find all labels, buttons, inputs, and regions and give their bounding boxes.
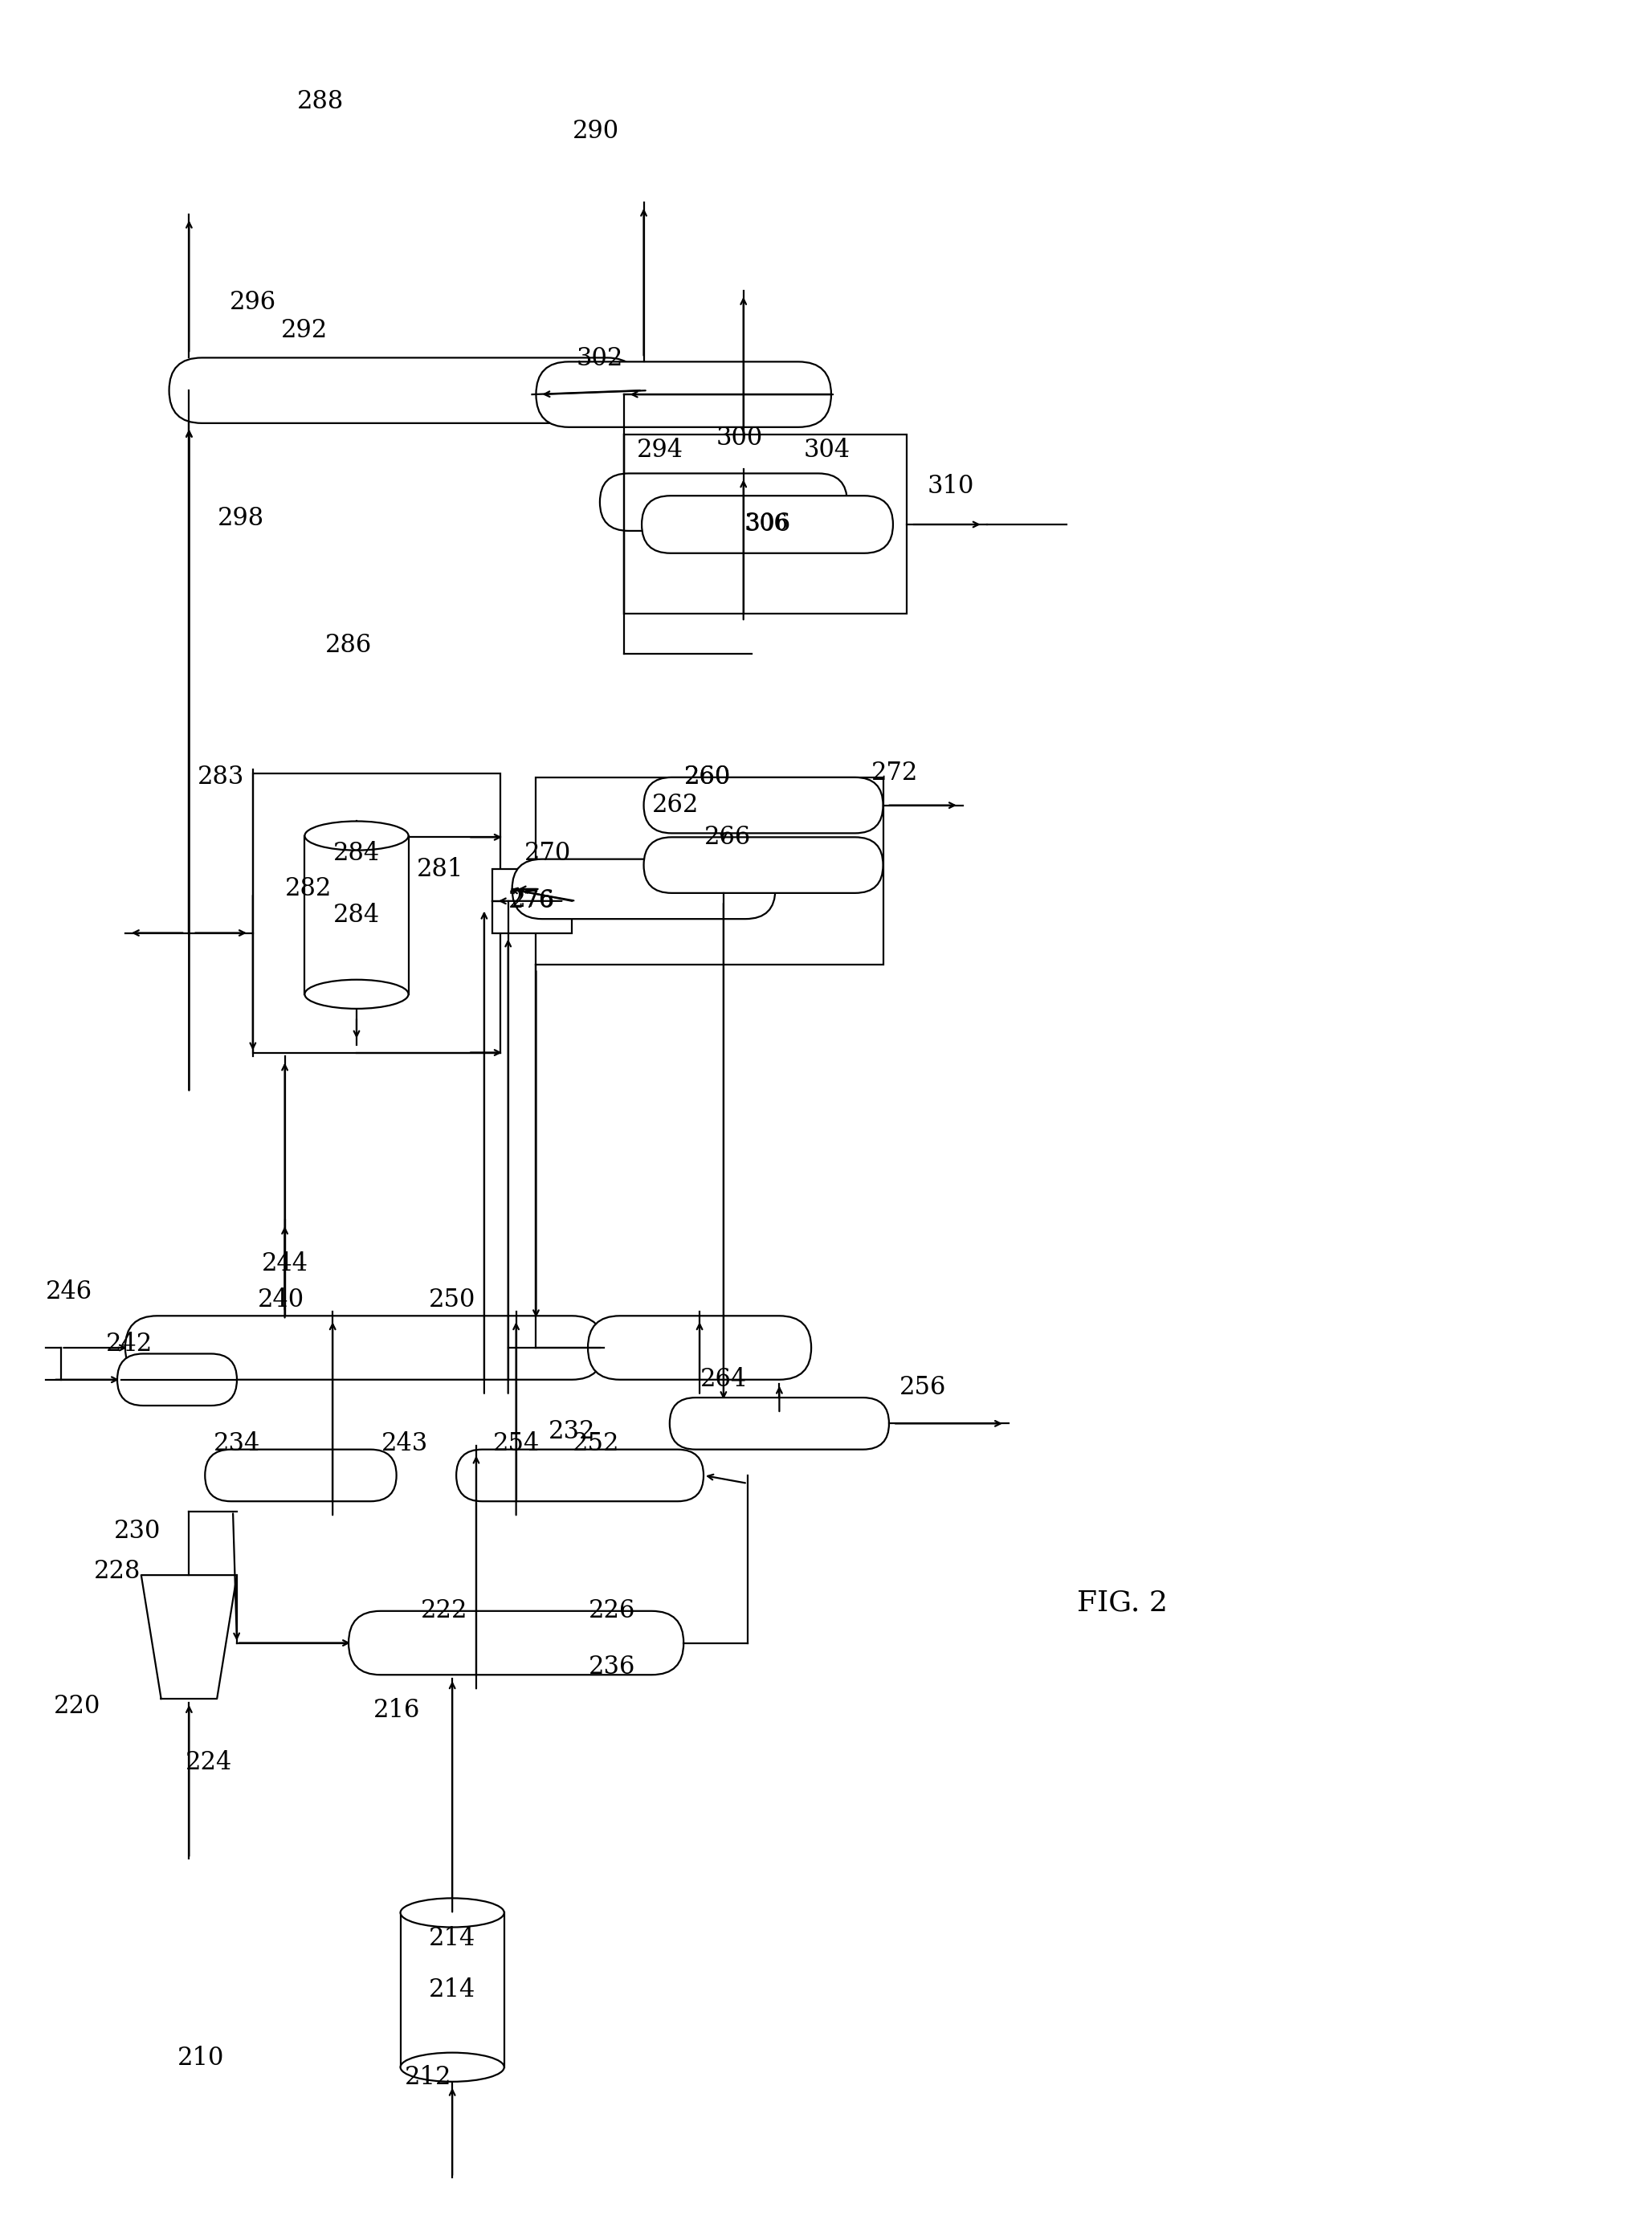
Ellipse shape — [400, 2052, 504, 2081]
FancyBboxPatch shape — [535, 361, 831, 428]
FancyBboxPatch shape — [588, 1317, 811, 1379]
Bar — [304, 836, 408, 994]
Text: 298: 298 — [218, 506, 264, 530]
Text: 240: 240 — [258, 1288, 304, 1312]
Text: 220: 220 — [55, 1693, 101, 1720]
Text: 266: 266 — [704, 824, 752, 849]
Text: 234: 234 — [213, 1430, 261, 1455]
FancyBboxPatch shape — [644, 838, 884, 893]
Text: 302: 302 — [577, 345, 623, 372]
FancyBboxPatch shape — [169, 359, 639, 423]
Ellipse shape — [400, 1898, 504, 1927]
FancyBboxPatch shape — [205, 1450, 396, 1502]
Text: 286: 286 — [325, 633, 372, 657]
FancyBboxPatch shape — [349, 1611, 684, 1675]
Text: 292: 292 — [281, 319, 329, 343]
Ellipse shape — [304, 822, 408, 851]
Text: 226: 226 — [588, 1597, 636, 1624]
Text: 224: 224 — [185, 1751, 233, 1776]
Text: 242: 242 — [106, 1332, 152, 1357]
Text: 281: 281 — [416, 856, 464, 882]
Text: 260: 260 — [684, 764, 730, 789]
Text: 304: 304 — [805, 439, 851, 463]
Text: 306: 306 — [747, 515, 788, 535]
Text: 212: 212 — [405, 2065, 453, 2090]
Text: 236: 236 — [588, 1655, 636, 1680]
Text: 254: 254 — [492, 1430, 540, 1455]
FancyBboxPatch shape — [644, 778, 884, 833]
Text: 270: 270 — [525, 840, 572, 867]
Text: 306: 306 — [743, 512, 791, 537]
FancyBboxPatch shape — [456, 1450, 704, 1502]
Text: 214: 214 — [430, 1925, 476, 1950]
FancyBboxPatch shape — [126, 1317, 605, 1379]
Text: 260: 260 — [684, 764, 730, 789]
Text: 276: 276 — [510, 891, 553, 911]
Text: 252: 252 — [572, 1430, 620, 1455]
Bar — [253, 773, 501, 1052]
Text: 294: 294 — [636, 439, 682, 463]
Text: 222: 222 — [421, 1597, 468, 1624]
Bar — [400, 1912, 504, 2068]
FancyBboxPatch shape — [669, 1397, 889, 1450]
Text: 250: 250 — [430, 1288, 476, 1312]
Text: 282: 282 — [286, 876, 332, 902]
Text: 246: 246 — [46, 1279, 93, 1303]
FancyBboxPatch shape — [600, 472, 847, 530]
Text: 288: 288 — [297, 89, 344, 114]
Text: 296: 296 — [230, 290, 276, 314]
Bar — [624, 434, 907, 613]
Text: 230: 230 — [114, 1519, 160, 1544]
Text: 310: 310 — [927, 475, 975, 499]
FancyBboxPatch shape — [117, 1355, 236, 1406]
Text: 300: 300 — [715, 426, 763, 450]
Text: 232: 232 — [548, 1419, 595, 1444]
Text: 272: 272 — [872, 762, 919, 786]
Text: 284: 284 — [334, 902, 380, 927]
FancyBboxPatch shape — [641, 497, 894, 553]
FancyBboxPatch shape — [512, 860, 775, 918]
Text: 256: 256 — [899, 1375, 947, 1399]
Text: 228: 228 — [94, 1560, 140, 1584]
Text: 216: 216 — [373, 1698, 420, 1722]
Text: 244: 244 — [261, 1252, 307, 1277]
Bar — [535, 778, 884, 965]
Text: 276: 276 — [509, 889, 555, 913]
Text: 283: 283 — [198, 764, 244, 789]
Text: 243: 243 — [382, 1430, 428, 1455]
Text: 210: 210 — [177, 2045, 225, 2070]
Text: FIG. 2: FIG. 2 — [1077, 1589, 1168, 1618]
Text: 284: 284 — [334, 840, 380, 867]
Bar — [492, 869, 572, 934]
Text: 262: 262 — [653, 793, 699, 818]
Ellipse shape — [304, 980, 408, 1009]
Polygon shape — [140, 1575, 236, 1698]
Text: 264: 264 — [700, 1368, 747, 1392]
Text: 290: 290 — [573, 118, 620, 143]
Text: 214: 214 — [430, 1978, 476, 2003]
